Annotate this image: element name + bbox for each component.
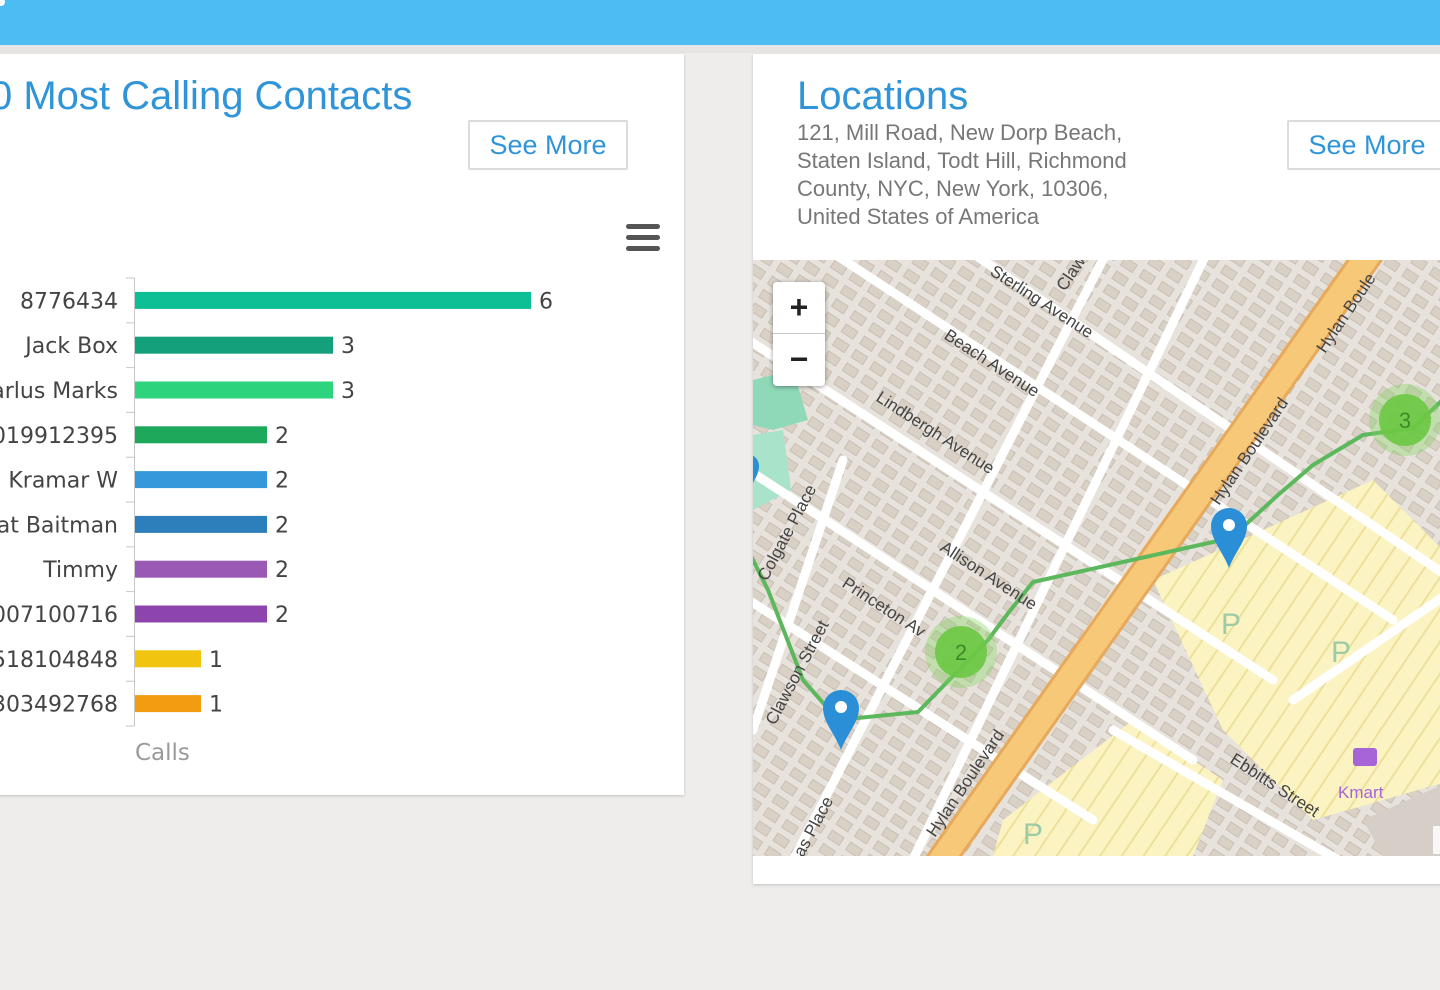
location-pin bbox=[1211, 508, 1247, 568]
svg-text:P: P bbox=[1221, 608, 1241, 641]
bar[interactable] bbox=[135, 471, 267, 489]
cluster-marker-2: 2 bbox=[925, 616, 997, 688]
svg-text:P: P bbox=[1023, 818, 1043, 851]
data-label: 3 bbox=[341, 334, 355, 359]
data-label: 3 bbox=[341, 379, 355, 404]
bar[interactable] bbox=[135, 605, 267, 623]
data-label: 2 bbox=[275, 424, 289, 449]
data-label: 2 bbox=[275, 469, 289, 494]
bar[interactable] bbox=[135, 336, 333, 354]
data-label: 1 bbox=[209, 693, 223, 718]
map-tiles: Sterling Avenue Claw Beach Avenue Lindbe… bbox=[753, 260, 1440, 856]
data-label: 2 bbox=[275, 513, 289, 538]
location-map[interactable]: Sterling Avenue Claw Beach Avenue Lindbe… bbox=[753, 260, 1440, 856]
card-title: 0 Most Calling Contacts bbox=[0, 74, 413, 118]
data-label: 2 bbox=[275, 558, 289, 583]
zoom-in-button[interactable]: + bbox=[773, 282, 825, 334]
hamburger-menu-icon[interactable] bbox=[626, 224, 660, 252]
top-header-bar bbox=[0, 0, 1440, 45]
category-label: 518104848 bbox=[0, 648, 118, 673]
bar[interactable] bbox=[135, 381, 333, 399]
category-label: arlus Marks bbox=[0, 379, 118, 404]
kmart-icon: Kmart bbox=[1338, 748, 1384, 802]
calls-bar-chart: 8776434 6 Jack Box 3 arlus Marks 3 019912395 2 K… bbox=[0, 277, 553, 766]
category-label: Kramar W bbox=[8, 469, 118, 494]
bar[interactable] bbox=[135, 515, 267, 533]
see-more-button[interactable]: See More bbox=[1287, 120, 1440, 170]
bar[interactable] bbox=[135, 426, 267, 444]
x-axis-title: Calls bbox=[135, 740, 190, 766]
map-zoom-control: + − bbox=[773, 282, 825, 386]
svg-text:Kmart: Kmart bbox=[1338, 783, 1384, 802]
category-label: Timmy bbox=[42, 558, 118, 583]
data-label: 2 bbox=[275, 603, 289, 628]
category-label: 007100716 bbox=[0, 603, 118, 628]
bar[interactable] bbox=[135, 560, 267, 578]
most-calling-contacts-card: 0 Most Calling Contacts See More 8776434… bbox=[0, 54, 684, 795]
bar[interactable] bbox=[135, 291, 531, 309]
card-title: Locations bbox=[797, 74, 969, 118]
category-label: Pat Baitman bbox=[0, 513, 118, 538]
category-label: 8776434 bbox=[20, 289, 118, 314]
svg-text:P: P bbox=[1331, 636, 1351, 669]
svg-text:2: 2 bbox=[955, 640, 967, 665]
zoom-out-button[interactable]: − bbox=[789, 341, 809, 377]
category-label: 303492768 bbox=[0, 693, 118, 718]
category-label: 019912395 bbox=[0, 424, 118, 449]
bar[interactable] bbox=[135, 650, 201, 668]
locations-card: Locations 121, Mill Road, New Dorp Beach… bbox=[753, 54, 1440, 884]
location-address: 121, Mill Road, New Dorp Beach, Staten I… bbox=[797, 120, 1127, 229]
data-label: 1 bbox=[209, 648, 223, 673]
location-pin bbox=[753, 455, 759, 484]
header-dot bbox=[0, 0, 5, 6]
cluster-marker-3: 3 bbox=[1369, 384, 1440, 456]
map-attribution[interactable]: L bbox=[1433, 826, 1440, 854]
data-label: 6 bbox=[539, 289, 553, 314]
location-pin bbox=[823, 690, 859, 750]
see-more-button[interactable]: See More bbox=[468, 120, 628, 170]
bar[interactable] bbox=[135, 695, 201, 713]
header-divider bbox=[0, 45, 1440, 53]
svg-text:3: 3 bbox=[1399, 408, 1411, 433]
category-label: Jack Box bbox=[23, 334, 118, 359]
